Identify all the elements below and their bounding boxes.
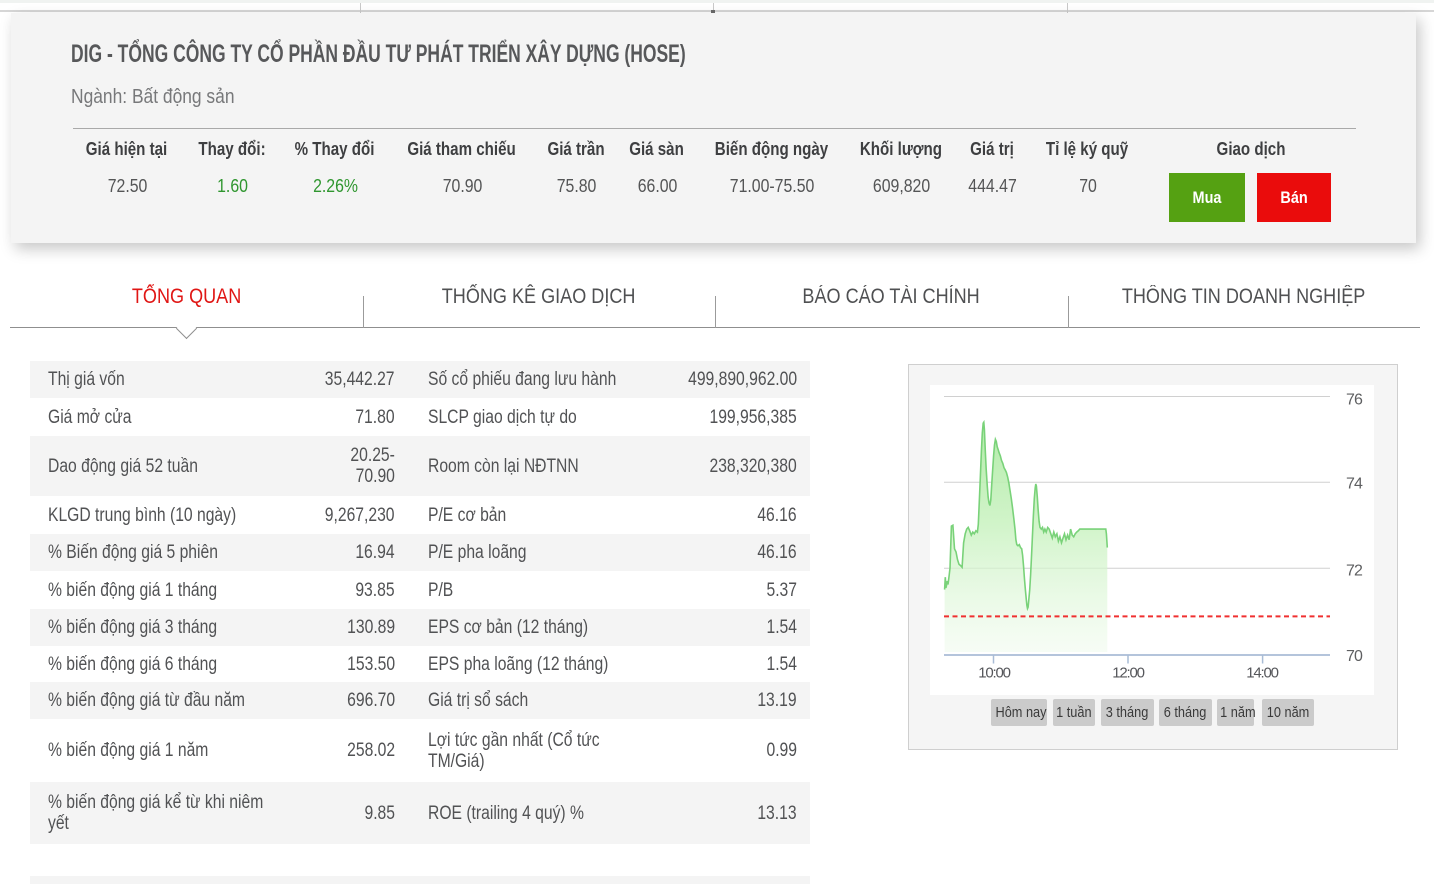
svg-text:74: 74 [1346, 476, 1363, 493]
svg-text:72: 72 [1346, 563, 1363, 580]
svg-text:12:00: 12:00 [1112, 665, 1144, 682]
svg-text:76: 76 [1346, 392, 1363, 409]
svg-text:70: 70 [1346, 648, 1363, 665]
svg-text:14:00: 14:00 [1246, 665, 1278, 682]
svg-text:10:00: 10:00 [978, 665, 1010, 682]
